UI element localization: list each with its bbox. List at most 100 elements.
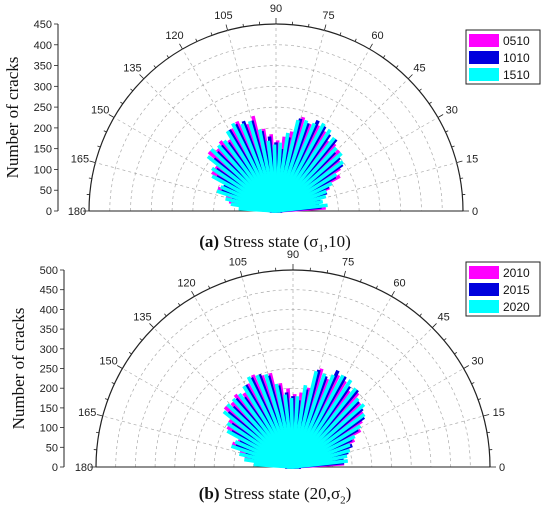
angle-label: 180 bbox=[68, 206, 86, 218]
angle-label: 0 bbox=[499, 462, 505, 474]
outer-tick bbox=[443, 338, 447, 341]
outer-tick bbox=[97, 145, 101, 148]
angle-label: 165 bbox=[71, 153, 89, 165]
outer-tick bbox=[418, 88, 422, 92]
grid-circle bbox=[95, 269, 491, 468]
outer-tick bbox=[166, 55, 170, 59]
outer-tick bbox=[456, 160, 463, 163]
outer-tick bbox=[471, 382, 475, 385]
r-tick-label: 100 bbox=[40, 423, 58, 435]
outer-tick bbox=[103, 130, 107, 133]
outer-tick bbox=[177, 302, 181, 306]
outer-tick bbox=[419, 313, 422, 317]
outer-tick bbox=[451, 145, 455, 148]
angle-label: 75 bbox=[322, 10, 334, 22]
outer-tick bbox=[139, 74, 145, 80]
outer-tick bbox=[240, 270, 243, 277]
outer-tick bbox=[149, 323, 154, 328]
outer-tick bbox=[445, 130, 449, 133]
outer-tick bbox=[179, 43, 183, 50]
bar-2020 bbox=[253, 462, 294, 469]
panel-b: 0 15 30 45 60 75 90 105 120 135 150 165 180 0 50 100 150… bbox=[9, 249, 541, 474]
angle-label: 105 bbox=[214, 10, 232, 22]
caption-b-rest: ) bbox=[345, 484, 352, 503]
r-tick-label: 400 bbox=[40, 304, 58, 316]
legend-label-1010: 1010 bbox=[503, 51, 530, 65]
legend-swatch-2010 bbox=[469, 266, 499, 279]
r-tick-label: 150 bbox=[34, 144, 52, 156]
r-tick-label: 300 bbox=[34, 81, 52, 93]
r-tick-label: 350 bbox=[40, 324, 58, 336]
angle-label: 120 bbox=[177, 278, 195, 290]
r-tick-label: 200 bbox=[34, 123, 52, 135]
legend-swatch-2020 bbox=[469, 300, 499, 313]
outer-tick bbox=[104, 398, 109, 400]
outer-tick bbox=[128, 351, 132, 355]
outer-tick bbox=[382, 55, 386, 59]
angle-label: 0 bbox=[472, 206, 478, 218]
grid-circle bbox=[192, 127, 360, 212]
outer-tick bbox=[428, 101, 432, 105]
legend-swatch-1010 bbox=[469, 51, 499, 64]
outer-tick bbox=[437, 114, 444, 118]
outer-tick bbox=[432, 323, 437, 328]
outer-tick bbox=[486, 431, 491, 434]
angle-label: 105 bbox=[229, 256, 247, 268]
outer-tick bbox=[88, 177, 92, 179]
legend-label-0510: 0510 bbox=[503, 34, 530, 48]
outer-tick bbox=[225, 24, 228, 31]
y-axis-label: Number of cracks bbox=[9, 308, 28, 430]
r-tick-label: 0 bbox=[52, 462, 58, 474]
outer-tick bbox=[210, 32, 213, 36]
r-tick-label: 400 bbox=[34, 40, 52, 52]
caption-b: (b) Stress state (20,σ2) bbox=[0, 484, 550, 506]
angle-label: 45 bbox=[413, 62, 425, 74]
grid-circle bbox=[213, 387, 373, 468]
outer-tick bbox=[139, 338, 143, 341]
outer-tick bbox=[407, 74, 413, 80]
legend-swatch-1510 bbox=[469, 68, 499, 81]
r-tick-label: 450 bbox=[34, 19, 52, 31]
caption-a: (a) Stress state (σ1,10) bbox=[0, 232, 550, 254]
r-tick-label: 200 bbox=[40, 383, 58, 395]
outer-tick bbox=[96, 414, 103, 417]
caption-b-sym: σ bbox=[330, 484, 341, 503]
outer-tick bbox=[477, 398, 482, 400]
angle-label: 75 bbox=[342, 256, 354, 268]
r-tick-label: 450 bbox=[40, 285, 58, 297]
grid-circle bbox=[115, 289, 471, 468]
angle-label: 165 bbox=[78, 407, 96, 419]
outer-tick bbox=[89, 160, 96, 163]
outer-tick bbox=[343, 270, 346, 277]
r-tick-label: 50 bbox=[40, 185, 52, 197]
outer-tick bbox=[224, 278, 226, 283]
outer-tick bbox=[405, 302, 409, 306]
angle-label: 90 bbox=[270, 3, 282, 15]
outer-tick bbox=[257, 269, 260, 274]
angle-label: 15 bbox=[466, 153, 478, 165]
outer-tick bbox=[116, 365, 123, 369]
outer-tick bbox=[108, 114, 115, 118]
r-tick-label: 0 bbox=[46, 206, 52, 218]
legend-label-2015: 2015 bbox=[503, 283, 530, 297]
grid-circle bbox=[174, 348, 412, 468]
outer-tick bbox=[153, 65, 157, 69]
caption-b-label: (b) bbox=[198, 484, 220, 503]
r-tick-label: 50 bbox=[46, 442, 58, 454]
legend-swatch-2015 bbox=[469, 283, 499, 296]
caption-a-label: (a) bbox=[199, 232, 220, 251]
r-tick-label: 500 bbox=[40, 265, 58, 277]
outer-tick bbox=[375, 285, 378, 289]
angle-label: 15 bbox=[493, 407, 505, 419]
angle-label: 135 bbox=[133, 311, 151, 323]
angle-label: 30 bbox=[446, 105, 458, 117]
outer-tick bbox=[483, 414, 490, 417]
outer-tick bbox=[308, 23, 310, 27]
r-tick-label: 350 bbox=[34, 61, 52, 73]
outer-tick bbox=[463, 365, 470, 369]
angle-label: 30 bbox=[471, 356, 483, 368]
outer-tick bbox=[460, 177, 464, 179]
panel-a: 0 15 30 45 60 75 90 105 120 135 150 165 180 0 50 100 150… bbox=[3, 3, 541, 218]
outer-tick bbox=[208, 285, 211, 289]
